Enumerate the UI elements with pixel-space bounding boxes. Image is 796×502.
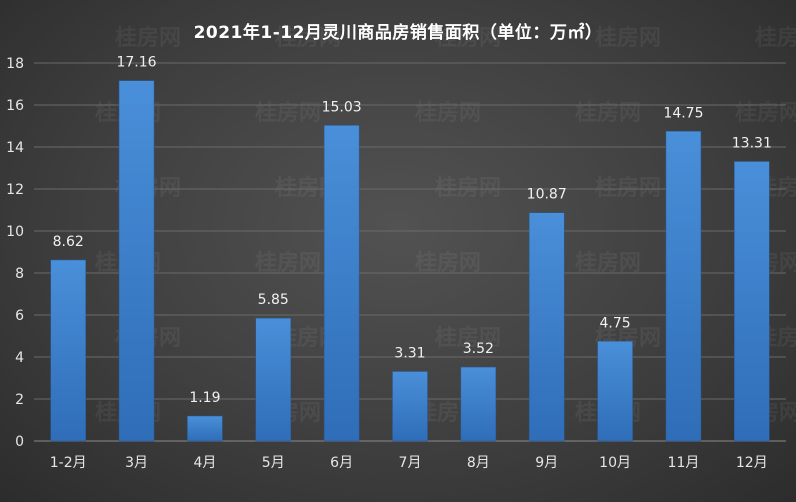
data-label: 3.52 bbox=[463, 341, 494, 357]
watermark-text: 桂房网 bbox=[415, 100, 481, 126]
watermark-text: 桂房网 bbox=[255, 250, 321, 276]
y-tick-label: 18 bbox=[6, 56, 24, 72]
watermark-text: 桂房网 bbox=[575, 250, 641, 276]
watermark-text: 桂房网 bbox=[755, 25, 796, 51]
x-tick-label: 10月 bbox=[599, 455, 631, 471]
bar bbox=[50, 259, 86, 442]
y-tick-label: 16 bbox=[6, 98, 24, 114]
y-tick-label: 4 bbox=[15, 350, 24, 366]
watermark-text: 桂房网 bbox=[575, 100, 641, 126]
data-label: 13.31 bbox=[732, 135, 772, 151]
x-tick-label: 1-2月 bbox=[50, 455, 87, 471]
x-tick-label: 11月 bbox=[668, 455, 700, 471]
data-label: 3.31 bbox=[394, 345, 425, 361]
x-tick-label: 12月 bbox=[736, 455, 768, 471]
data-label: 10.87 bbox=[527, 187, 567, 203]
y-tick-label: 12 bbox=[6, 182, 24, 198]
watermark-text: 桂房网 bbox=[435, 175, 501, 201]
y-tick-label: 14 bbox=[6, 140, 24, 156]
y-tick-label: 6 bbox=[15, 308, 24, 324]
data-label: 4.75 bbox=[600, 315, 631, 331]
bar bbox=[255, 317, 292, 442]
x-tick-label: 3月 bbox=[125, 455, 148, 471]
y-axis-labels: 0 2 4 6 8 10 12 14 16 18 bbox=[6, 56, 24, 450]
watermark-text: 桂房网 bbox=[435, 325, 501, 351]
watermark-text: 桂房网 bbox=[255, 100, 321, 126]
data-label: 15.03 bbox=[322, 99, 362, 115]
data-label: 8.62 bbox=[53, 234, 84, 250]
x-axis-labels: 1-2月 3月 4月 5月 6月 7月 8月 9月 10月 11月 12月 bbox=[50, 455, 768, 471]
bar bbox=[392, 371, 428, 442]
watermark-text: 桂房网 bbox=[275, 25, 341, 51]
bar bbox=[460, 366, 497, 442]
watermark-text: 桂房网 bbox=[595, 25, 661, 51]
x-tick-label: 5月 bbox=[262, 455, 285, 471]
watermark-text: 桂房网 bbox=[435, 25, 501, 51]
x-tick-label: 9月 bbox=[535, 455, 558, 471]
y-tick-label: 8 bbox=[15, 266, 24, 282]
data-label: 1.19 bbox=[189, 390, 220, 406]
chart-title: 2021年1-12月灵川商品房销售面积（单位：万㎡） bbox=[193, 23, 603, 43]
bar bbox=[734, 161, 770, 442]
bar bbox=[187, 415, 223, 442]
watermark-text: 桂房网 bbox=[595, 175, 661, 201]
watermark-text: 桂房网 bbox=[115, 25, 181, 51]
y-tick-label: 2 bbox=[15, 392, 24, 408]
y-tick-label: 0 bbox=[15, 434, 24, 450]
y-tick-label: 10 bbox=[6, 224, 24, 240]
bars bbox=[50, 80, 770, 442]
data-label: 5.85 bbox=[258, 292, 289, 308]
x-tick-label: 8月 bbox=[467, 455, 490, 471]
bar bbox=[528, 212, 565, 442]
watermark-text: 桂房网 bbox=[415, 250, 481, 276]
x-tick-label: 6月 bbox=[330, 455, 353, 471]
bar bbox=[597, 341, 633, 442]
data-labels: 8.62 17.16 1.19 5.85 15.03 3.31 3.52 10.87 4.75 1… bbox=[53, 55, 772, 406]
data-label: 17.16 bbox=[116, 55, 156, 71]
watermark-text: 桂房网 bbox=[735, 100, 796, 126]
bar bbox=[323, 125, 360, 442]
x-tick-label: 4月 bbox=[193, 455, 216, 471]
bar bbox=[665, 131, 702, 442]
data-label: 14.75 bbox=[663, 105, 703, 121]
x-tick-label: 7月 bbox=[399, 455, 422, 471]
bar bbox=[118, 80, 155, 442]
